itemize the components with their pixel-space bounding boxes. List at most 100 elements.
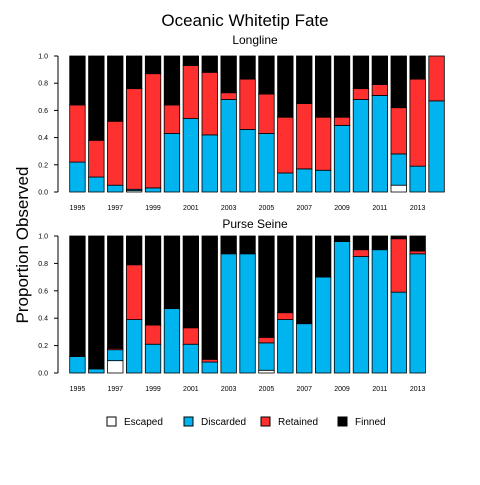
bar-longline-2001-discarded [182,118,200,193]
bar-purse-seine-2008-finned [314,235,332,278]
y-tick-label: 0.4 [38,135,48,142]
panel-purse-seine: Purse Seine 0.0 0.2 0.4 0.6 0.8 1.0 1995 1997 19… [38,217,426,393]
x-tick-label: 1997 [107,205,123,212]
bar-purse-seine-2003-discarded [220,253,237,374]
x-tick-label: 2005 [259,205,275,212]
legend-label-finned: Finned [355,417,386,428]
legend-swatch-retained [260,416,271,427]
bar-purse-seine-1995-discarded [69,356,86,374]
x-tick-label: 2007 [296,386,312,393]
bar-longline-2007-retained [296,103,313,170]
bar-longline-2003-discarded [220,99,237,193]
bar-purse-seine-1997-discarded [107,349,124,362]
y-tick-label: 0.2 [38,162,48,169]
bar-longline-1997-discarded [107,184,124,193]
bar-purse-seine-2011-discarded [371,249,389,374]
bar-longline-2012-finned [390,55,407,109]
bar-longline-2014-discarded [428,100,445,193]
bar-longline-2012-escaped [390,184,407,193]
bar-longline-2003-finned [220,55,237,94]
bar-longline-2012-retained [390,107,407,155]
bar-longline-1996-discarded [88,176,105,193]
bar-purse-seine-2007-discarded [296,323,313,374]
chart-title: Oceanic Whitetip Fate [161,11,328,30]
legend-swatch-finned [337,416,348,427]
x-tick-label: 1995 [70,386,86,393]
bar-longline-2009-discarded [333,124,351,193]
bar-longline-2008-finned [314,55,332,118]
bar-longline-2011-finned [371,55,389,85]
bar-longline-2014-retained [428,55,445,102]
y-tick-label: 0.2 [38,343,48,350]
bar-purse-seine-1995-finned [69,235,86,357]
bar-longline-2010-retained [352,88,370,100]
y-tick-label: 1.0 [38,54,48,61]
bar-longline-1995-finned [69,55,86,106]
bar-longline-2000-finned [163,55,181,106]
bar-longline-2001-finned [182,55,200,66]
bar-purse-seine-2000-discarded [163,308,181,374]
bar-purse-seine-2013-retained [409,250,426,255]
y-tick-label: 0.0 [38,190,48,197]
bar-longline-1999-retained [144,73,162,189]
bar-purse-seine-1998-finned [126,235,143,266]
bar-purse-seine-2005-discarded [258,342,275,371]
bar-purse-seine-2001-discarded [182,343,200,374]
bar-purse-seine-2002-discarded [201,361,218,374]
x-tick-label: 2011 [372,386,387,393]
bar-longline-2006-finned [277,55,294,118]
bar-longline-2002-retained [201,71,218,136]
legend-swatch-escaped [106,416,117,427]
bar-longline-2002-discarded [201,134,218,193]
bar-longline-2004-retained [239,78,256,130]
bar-purse-seine-1996-finned [88,235,105,370]
bar-longline-2013-discarded [409,165,426,193]
bar-longline-1995-retained [69,104,86,163]
bar-purse-seine-2012-discarded [390,291,407,374]
legend-label-escaped: Escaped [124,417,163,428]
bar-longline-2002-finned [201,55,218,73]
bar-longline-2006-discarded [277,172,294,193]
bar-longline-1998-retained [126,88,143,190]
x-tick-label: 2003 [221,205,237,212]
bar-longline-2013-finned [409,55,426,80]
bar-purse-seine-1997-finned [107,235,124,349]
bar-longline-1995-discarded [69,161,86,193]
bar-purse-seine-2011-finned [371,235,389,251]
bar-purse-seine-2001-finned [182,235,200,329]
bar-purse-seine-2005-retained [258,336,275,344]
y-tick-label: 0.8 [38,81,48,88]
bar-purse-seine-2006-finned [277,235,294,314]
bar-longline-2006-retained [277,116,294,174]
bar-purse-seine-2010-retained [352,249,370,257]
y-tick-label: 0.8 [38,261,48,268]
bar-purse-seine-1999-retained [144,324,162,345]
bar-purse-seine-2003-finned [220,235,237,255]
bar-longline-2007-discarded [296,168,313,193]
bar-longline-1996-finned [88,55,105,141]
bar-purse-seine-2000-finned [163,235,181,310]
bar-purse-seine-2002-finned [201,235,218,360]
bar-longline-2011-discarded [371,95,389,193]
panel-subtitle-longline: Longline [232,33,278,47]
y-tick-label: 0.4 [38,316,48,323]
y-tick-label: 0.6 [38,108,48,115]
bar-longline-2004-discarded [239,129,256,193]
bar-longline-2000-retained [163,104,181,134]
y-tick-label: 0.0 [38,371,48,378]
bar-purse-seine-1999-finned [144,235,162,326]
bar-longline-2005-finned [258,55,275,95]
bar-purse-seine-2009-discarded [333,241,351,374]
bar-longline-2004-finned [239,55,256,80]
bar-longline-2009-finned [333,55,351,118]
bar-longline-1999-discarded [144,187,162,193]
legend-swatch-discarded [183,416,194,427]
bar-purse-seine-2008-discarded [314,276,332,374]
bar-purse-seine-2004-discarded [239,253,256,374]
bar-purse-seine-2005-escaped [258,369,275,374]
bar-purse-seine-2013-discarded [409,253,426,374]
bar-longline-2005-retained [258,93,275,134]
x-tick-label: 2007 [296,205,312,212]
